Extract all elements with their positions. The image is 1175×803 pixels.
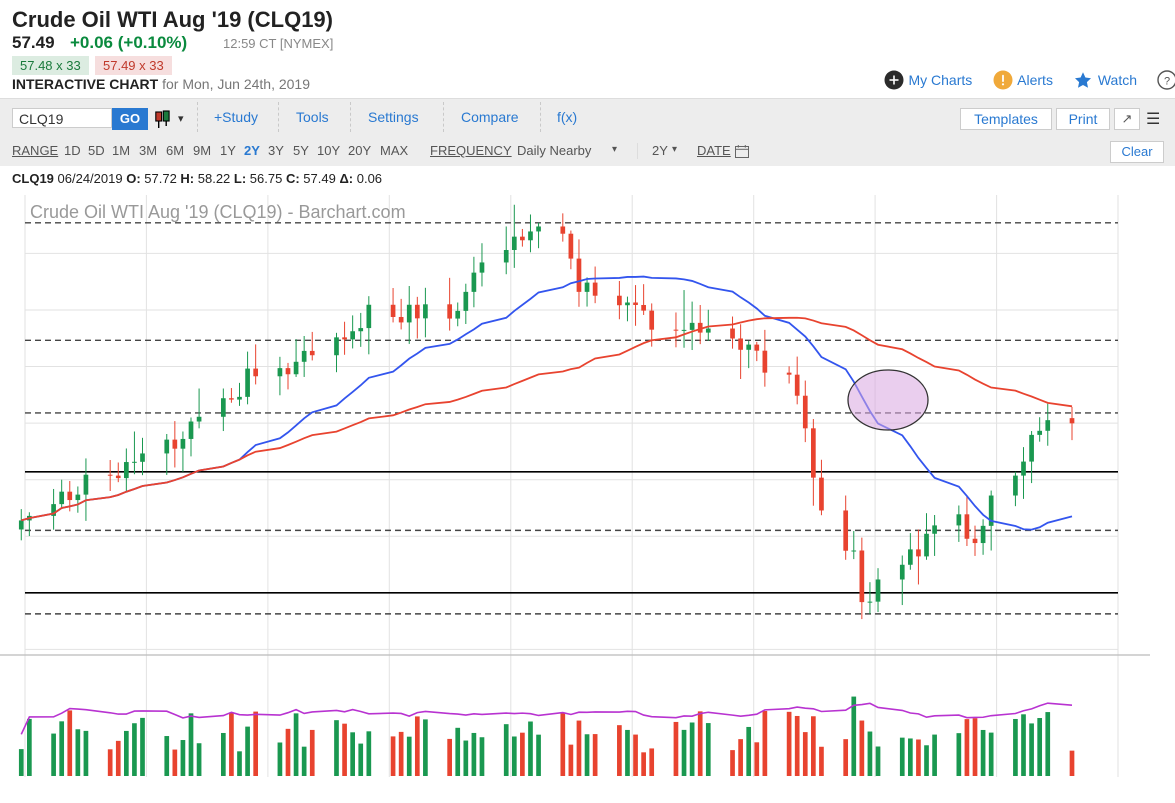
svg-text:Crude Oil WTI Aug '19 (CLQ19): Crude Oil WTI Aug '19 (CLQ19) - Barchart… <box>30 202 406 222</box>
